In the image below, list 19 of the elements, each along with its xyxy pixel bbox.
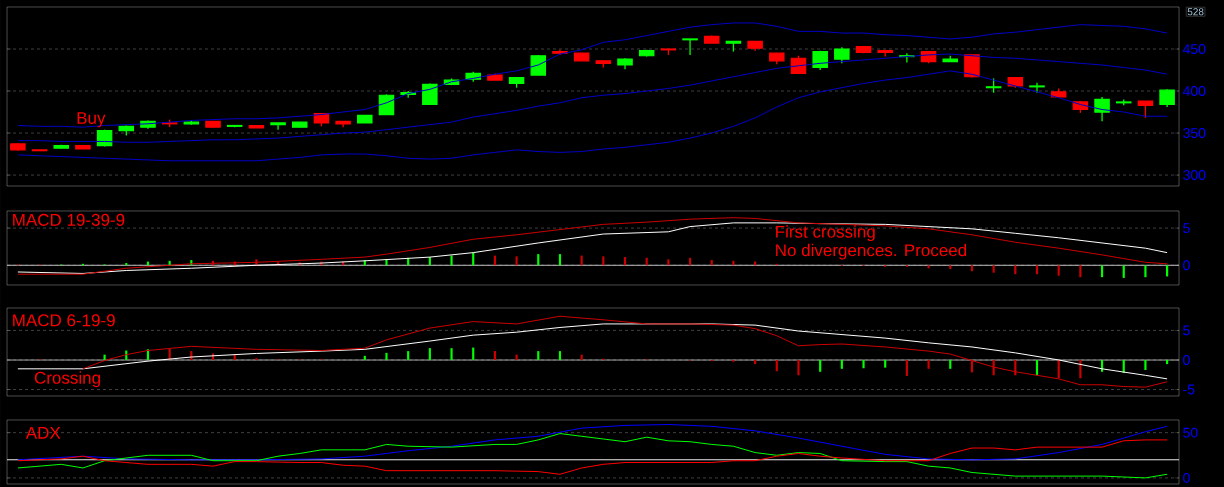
y-tick-label: -5: [1183, 384, 1195, 395]
annotation: First crossing: [776, 225, 875, 242]
y-tick-label: 50: [1183, 427, 1198, 438]
y-tick-label: 0: [1183, 354, 1190, 365]
y-tick-label: 0: [1183, 472, 1190, 483]
y-tick-label: 0: [1183, 260, 1190, 271]
annotation: Crossing: [34, 371, 100, 388]
annotation: Buy: [77, 112, 106, 128]
chart-title: MACD 19-39-9: [13, 213, 125, 226]
y-tick-label: 450: [1182, 44, 1206, 54]
y-tick-label: 300: [1183, 170, 1206, 181]
y-tick-label: 5: [1183, 325, 1190, 336]
y-tick-label: 350: [1183, 128, 1206, 139]
y-tick-label: 400: [1182, 86, 1206, 96]
chart-title: ADX: [25, 426, 61, 439]
y-tick-label: 5: [1183, 223, 1190, 233]
chart-title: MACD 6-19-9: [13, 314, 115, 327]
annotation: No divergences. Proceed: [776, 243, 967, 260]
text: 528: [1187, 8, 1204, 16]
